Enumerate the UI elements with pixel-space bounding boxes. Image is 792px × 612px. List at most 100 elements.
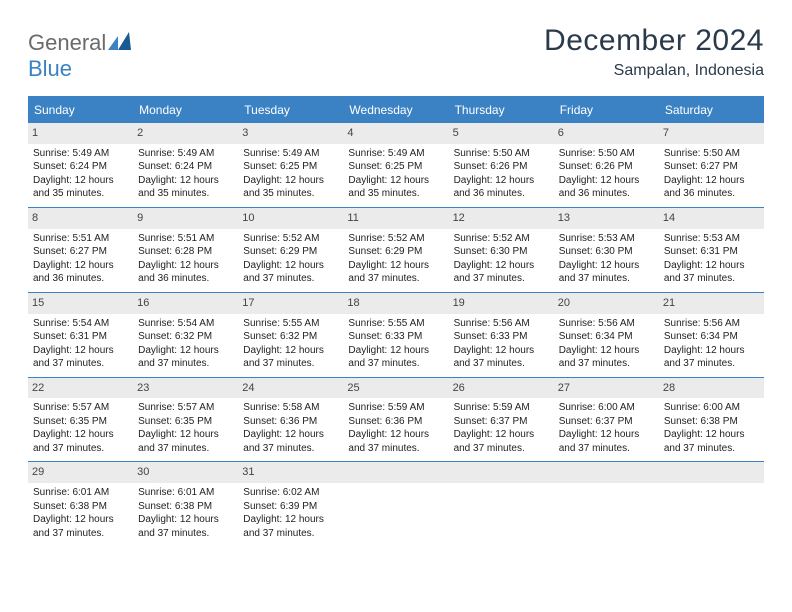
page-title: December 2024 bbox=[544, 24, 764, 58]
day-cell: 7Sunrise: 5:50 AMSunset: 6:27 PMDaylight… bbox=[659, 122, 764, 207]
day-number: 9 bbox=[133, 208, 238, 229]
dayhead-thursday: Thursday bbox=[449, 98, 554, 122]
day-cell: 30Sunrise: 6:01 AMSunset: 6:38 PMDayligh… bbox=[133, 461, 238, 546]
day-number: 22 bbox=[28, 378, 133, 399]
day-info: Sunrise: 5:51 AMSunset: 6:28 PMDaylight:… bbox=[138, 232, 233, 286]
day-cell: 11 Sunrise: 5:52 AMSunset: 6:29 PMDayligh… bbox=[343, 207, 448, 292]
day-info: Sunrise: 5:54 AMSunset: 6:32 PMDaylight:… bbox=[138, 317, 233, 371]
calendar-grid: SundayMondayTuesdayWednesdayThursdayFrid… bbox=[28, 96, 764, 546]
dayhead-sunday: Sunday bbox=[28, 98, 133, 122]
day-info: Sunrise: 5:59 AMSunset: 6:36 PMDaylight:… bbox=[348, 401, 443, 455]
day-cell: 18 Sunrise: 5:55 AMSunset: 6:33 PMDayligh… bbox=[343, 292, 448, 377]
day-number: 27 bbox=[554, 378, 659, 399]
day-info: Sunrise: 5:51 AMSunset: 6:27 PMDaylight:… bbox=[33, 232, 128, 286]
day-cell: 26Sunrise: 5:59 AMSunset: 6:37 PMDayligh… bbox=[449, 377, 554, 462]
day-info: Sunrise: 6:01 AMSunset: 6:38 PMDaylight:… bbox=[33, 486, 128, 540]
day-cell: 17 Sunrise: 5:55 AMSunset: 6:32 PMDayligh… bbox=[238, 292, 343, 377]
day-info: Sunrise: 6:02 AMSunset: 6:39 PMDaylight:… bbox=[243, 486, 338, 540]
day-cell: 29 Sunrise: 6:01 AMSunset: 6:38 PMDayligh… bbox=[28, 461, 133, 546]
day-number: 8 bbox=[28, 208, 133, 229]
day-number: 20 bbox=[554, 293, 659, 314]
dayhead-saturday: Saturday bbox=[659, 98, 764, 122]
location-text: Sampalan, Indonesia bbox=[544, 62, 764, 80]
day-number: 21 bbox=[659, 293, 764, 314]
day-info: Sunrise: 6:00 AMSunset: 6:37 PMDaylight:… bbox=[559, 401, 654, 455]
day-number: 29 bbox=[28, 462, 133, 483]
day-number: 3 bbox=[238, 123, 343, 144]
day-number: 10 bbox=[238, 208, 343, 229]
day-info: Sunrise: 5:49 AMSunset: 6:25 PMDaylight:… bbox=[243, 147, 338, 201]
day-cell: 10 Sunrise: 5:52 AMSunset: 6:29 PMDayligh… bbox=[238, 207, 343, 292]
day-number: 18 bbox=[343, 293, 448, 314]
day-info: Sunrise: 5:49 AMSunset: 6:24 PMDaylight:… bbox=[138, 147, 233, 201]
day-cell: 16 Sunrise: 5:54 AMSunset: 6:32 PMDayligh… bbox=[133, 292, 238, 377]
day-info: Sunrise: 5:54 AMSunset: 6:31 PMDaylight:… bbox=[33, 317, 128, 371]
day-info: Sunrise: 5:49 AMSunset: 6:24 PMDaylight:… bbox=[33, 147, 128, 201]
day-cell: 27Sunrise: 6:00 AMSunset: 6:37 PMDayligh… bbox=[554, 377, 659, 462]
day-number: 28 bbox=[659, 378, 764, 399]
day-info: Sunrise: 5:56 AMSunset: 6:33 PMDaylight:… bbox=[454, 317, 549, 371]
day-info: Sunrise: 5:55 AMSunset: 6:33 PMDaylight:… bbox=[348, 317, 443, 371]
day-number: 14 bbox=[659, 208, 764, 229]
day-cell: 4 Sunrise: 5:49 AMSunset: 6:25 PMDaylight… bbox=[343, 122, 448, 207]
empty-cell bbox=[659, 461, 764, 546]
day-number: 31 bbox=[238, 462, 343, 483]
dayhead-friday: Friday bbox=[554, 98, 659, 122]
day-number: 30 bbox=[133, 462, 238, 483]
day-info: Sunrise: 5:55 AMSunset: 6:32 PMDaylight:… bbox=[243, 317, 338, 371]
day-number: 6 bbox=[554, 123, 659, 144]
logo-mark-icon bbox=[108, 32, 134, 50]
day-number: 12 bbox=[449, 208, 554, 229]
day-cell: 12 Sunrise: 5:52 AMSunset: 6:30 PMDayligh… bbox=[449, 207, 554, 292]
day-cell: 28Sunrise: 6:00 AMSunset: 6:38 PMDayligh… bbox=[659, 377, 764, 462]
logo-text-blue: Blue bbox=[28, 56, 72, 81]
day-cell: 9 Sunrise: 5:51 AMSunset: 6:28 PMDaylight… bbox=[133, 207, 238, 292]
day-number: 26 bbox=[449, 378, 554, 399]
day-number: 4 bbox=[343, 123, 448, 144]
day-number: 25 bbox=[343, 378, 448, 399]
day-number: 7 bbox=[659, 123, 764, 144]
day-cell: 20 Sunrise: 5:56 AMSunset: 6:34 PMDayligh… bbox=[554, 292, 659, 377]
day-info: Sunrise: 5:49 AMSunset: 6:25 PMDaylight:… bbox=[348, 147, 443, 201]
day-cell: 15 Sunrise: 5:54 AMSunset: 6:31 PMDayligh… bbox=[28, 292, 133, 377]
day-number: 24 bbox=[238, 378, 343, 399]
day-info: Sunrise: 5:53 AMSunset: 6:30 PMDaylight:… bbox=[559, 232, 654, 286]
day-number: 19 bbox=[449, 293, 554, 314]
day-number: 1 bbox=[28, 123, 133, 144]
day-cell: 14 Sunrise: 5:53 AMSunset: 6:31 PMDayligh… bbox=[659, 207, 764, 292]
day-info: Sunrise: 5:50 AMSunset: 6:26 PMDaylight:… bbox=[454, 147, 549, 201]
day-cell: 22Sunrise: 5:57 AMSunset: 6:35 PMDayligh… bbox=[28, 377, 133, 462]
day-cell: 31 Sunrise: 6:02 AMSunset: 6:39 PMDayligh… bbox=[238, 461, 343, 546]
day-info: Sunrise: 5:52 AMSunset: 6:29 PMDaylight:… bbox=[348, 232, 443, 286]
day-info: Sunrise: 5:52 AMSunset: 6:29 PMDaylight:… bbox=[243, 232, 338, 286]
day-cell: 5 Sunrise: 5:50 AMSunset: 6:26 PMDaylight… bbox=[449, 122, 554, 207]
day-cell: 23Sunrise: 5:57 AMSunset: 6:35 PMDayligh… bbox=[133, 377, 238, 462]
logo: General Blue bbox=[28, 24, 134, 82]
day-number: 5 bbox=[449, 123, 554, 144]
header: General Blue December 2024 Sampalan, Ind… bbox=[28, 24, 764, 82]
day-info: Sunrise: 5:50 AMSunset: 6:26 PMDaylight:… bbox=[559, 147, 654, 201]
day-cell: 3 Sunrise: 5:49 AMSunset: 6:25 PMDaylight… bbox=[238, 122, 343, 207]
day-cell: 1 Sunrise: 5:49 AMSunset: 6:24 PMDaylight… bbox=[28, 122, 133, 207]
day-number: 15 bbox=[28, 293, 133, 314]
day-number: 23 bbox=[133, 378, 238, 399]
day-info: Sunrise: 5:53 AMSunset: 6:31 PMDaylight:… bbox=[664, 232, 759, 286]
day-cell: 8 Sunrise: 5:51 AMSunset: 6:27 PMDaylight… bbox=[28, 207, 133, 292]
day-number: 11 bbox=[343, 208, 448, 229]
day-info: Sunrise: 5:57 AMSunset: 6:35 PMDaylight:… bbox=[33, 401, 128, 455]
dayhead-monday: Monday bbox=[133, 98, 238, 122]
day-cell: 19 Sunrise: 5:56 AMSunset: 6:33 PMDayligh… bbox=[449, 292, 554, 377]
day-info: Sunrise: 5:57 AMSunset: 6:35 PMDaylight:… bbox=[138, 401, 233, 455]
day-cell: 21Sunrise: 5:56 AMSunset: 6:34 PMDayligh… bbox=[659, 292, 764, 377]
day-number: 16 bbox=[133, 293, 238, 314]
day-cell: 2Sunrise: 5:49 AMSunset: 6:24 PMDaylight… bbox=[133, 122, 238, 207]
day-info: Sunrise: 5:52 AMSunset: 6:30 PMDaylight:… bbox=[454, 232, 549, 286]
day-info: Sunrise: 5:56 AMSunset: 6:34 PMDaylight:… bbox=[559, 317, 654, 371]
day-number: 13 bbox=[554, 208, 659, 229]
day-info: Sunrise: 5:58 AMSunset: 6:36 PMDaylight:… bbox=[243, 401, 338, 455]
empty-cell bbox=[449, 461, 554, 546]
dayhead-wednesday: Wednesday bbox=[343, 98, 448, 122]
day-cell: 13 Sunrise: 5:53 AMSunset: 6:30 PMDayligh… bbox=[554, 207, 659, 292]
day-cell: 25Sunrise: 5:59 AMSunset: 6:36 PMDayligh… bbox=[343, 377, 448, 462]
day-number: 17 bbox=[238, 293, 343, 314]
